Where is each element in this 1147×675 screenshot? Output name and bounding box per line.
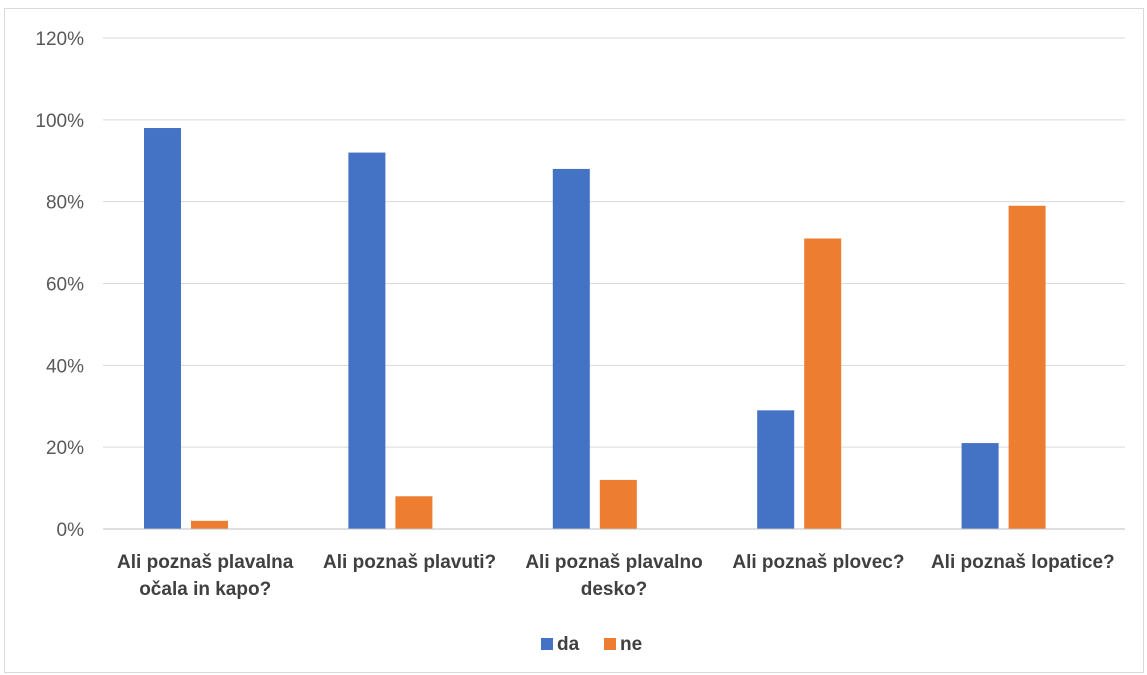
y-tick-label: 100%	[35, 111, 84, 132]
category-label-line: desko?	[581, 579, 648, 600]
category-label: Ali poznaš plavuti?	[323, 552, 496, 573]
legend-item-ne: ne	[604, 634, 642, 655]
legend-label-ne: ne	[620, 634, 642, 655]
category-label: Ali poznaš plovec?	[732, 552, 904, 573]
bar-da-3	[552, 168, 590, 529]
bars	[144, 128, 1046, 530]
category-label-line: Ali poznaš lopatice?	[931, 552, 1115, 573]
category-label: Ali poznaš plavalna očala in kapo?	[117, 552, 294, 600]
category-label-line: Ali poznaš plavalno	[525, 552, 702, 573]
bar-ne-4	[804, 238, 842, 529]
bar-ne-5	[1008, 205, 1046, 529]
bar-da-4	[757, 410, 795, 529]
legend-swatch-da	[541, 638, 553, 650]
category-label-line: očala in kapo?	[139, 579, 271, 600]
category-label-line: Ali poznaš plavuti?	[323, 552, 496, 573]
legend-swatch-ne	[604, 638, 616, 650]
category-label: Ali poznaš plavalno desko?	[525, 552, 702, 600]
legend-label-da: da	[557, 634, 580, 655]
category-label-line: Ali poznaš plavalna	[117, 552, 294, 573]
bar-da-1	[144, 128, 181, 529]
bar-ne-1	[191, 520, 228, 529]
category-label-line: Ali poznaš plovec?	[732, 552, 904, 573]
bar-da-5	[961, 443, 999, 529]
y-tick-label: 40%	[46, 356, 84, 377]
y-tick-label: 0%	[57, 520, 85, 541]
y-tick-label: 20%	[46, 438, 84, 459]
bar-da-2	[348, 152, 386, 530]
y-tick-label: 80%	[46, 193, 84, 214]
bar-ne-2	[395, 496, 433, 529]
legend-item-da: da	[541, 634, 580, 655]
gridlines	[103, 37, 1125, 448]
y-axis-tick-labels: 0% 20% 40% 60% 80% 100% 120%	[35, 29, 84, 541]
bar-ne-3	[599, 479, 637, 529]
category-label: Ali poznaš lopatice?	[931, 552, 1115, 573]
legend: da ne	[541, 634, 642, 655]
y-tick-label: 120%	[35, 29, 84, 50]
y-tick-label: 60%	[46, 275, 84, 296]
